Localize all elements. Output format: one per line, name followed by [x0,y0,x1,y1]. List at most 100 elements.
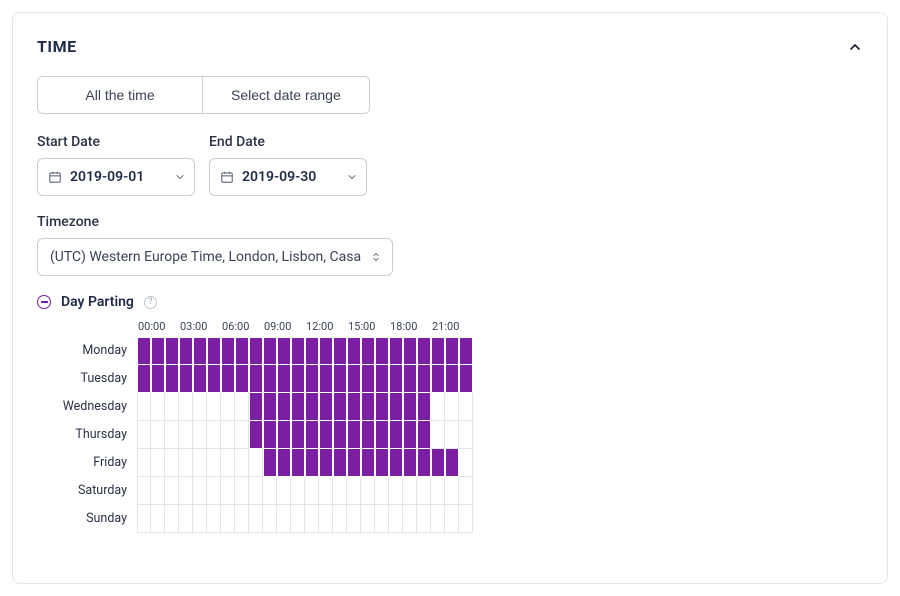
day-parting-cell[interactable] [347,421,361,449]
day-parting-cell[interactable] [319,449,333,477]
day-parting-cell[interactable] [347,365,361,393]
day-parting-cell[interactable] [291,337,305,365]
day-parting-cell[interactable] [193,365,207,393]
day-parting-cell[interactable] [375,449,389,477]
day-parting-cell[interactable] [137,365,151,393]
day-parting-cell[interactable] [431,421,445,449]
day-parting-cell[interactable] [193,337,207,365]
day-parting-cell[interactable] [235,505,249,533]
day-parting-cell[interactable] [375,337,389,365]
day-parting-cell[interactable] [375,477,389,505]
day-parting-cell[interactable] [403,449,417,477]
day-parting-cell[interactable] [319,505,333,533]
day-parting-cell[interactable] [291,421,305,449]
day-parting-cell[interactable] [221,365,235,393]
day-parting-cell[interactable] [417,337,431,365]
day-parting-cell[interactable] [151,477,165,505]
day-parting-cell[interactable] [221,337,235,365]
day-parting-cell[interactable] [235,393,249,421]
day-parting-cell[interactable] [179,393,193,421]
day-parting-cell[interactable] [389,421,403,449]
day-parting-cell[interactable] [375,421,389,449]
day-parting-cell[interactable] [333,393,347,421]
day-parting-cell[interactable] [305,449,319,477]
day-parting-cell[interactable] [263,449,277,477]
day-parting-cell[interactable] [389,393,403,421]
day-parting-cell[interactable] [403,337,417,365]
day-parting-cell[interactable] [305,421,319,449]
day-parting-cell[interactable] [431,365,445,393]
day-parting-cell[interactable] [235,365,249,393]
day-parting-cell[interactable] [459,505,473,533]
day-parting-cell[interactable] [389,505,403,533]
day-parting-cell[interactable] [417,393,431,421]
day-parting-cell[interactable] [165,393,179,421]
day-parting-cell[interactable] [165,421,179,449]
day-parting-cell[interactable] [179,449,193,477]
day-parting-cell[interactable] [319,365,333,393]
day-parting-cell[interactable] [151,421,165,449]
day-parting-cell[interactable] [305,505,319,533]
day-parting-cell[interactable] [305,365,319,393]
day-parting-cell[interactable] [151,505,165,533]
day-parting-cell[interactable] [361,365,375,393]
day-parting-cell[interactable] [445,505,459,533]
day-parting-cell[interactable] [263,365,277,393]
day-parting-cell[interactable] [179,365,193,393]
day-parting-cell[interactable] [165,365,179,393]
day-parting-cell[interactable] [291,505,305,533]
day-parting-cell[interactable] [277,365,291,393]
day-parting-cell[interactable] [277,393,291,421]
end-date-picker[interactable]: 2019-09-30 [209,158,367,196]
start-date-picker[interactable]: 2019-09-01 [37,158,195,196]
seg-select-date-range[interactable]: Select date range [202,77,369,113]
day-parting-cell[interactable] [277,505,291,533]
day-parting-cell[interactable] [431,337,445,365]
day-parting-cell[interactable] [375,393,389,421]
day-parting-cell[interactable] [375,365,389,393]
day-parting-cell[interactable] [403,393,417,421]
day-parting-cell[interactable] [277,421,291,449]
day-parting-cell[interactable] [207,449,221,477]
day-parting-cell[interactable] [459,449,473,477]
day-parting-cell[interactable] [291,365,305,393]
day-parting-cell[interactable] [137,477,151,505]
day-parting-cell[interactable] [221,393,235,421]
day-parting-cell[interactable] [193,393,207,421]
day-parting-cell[interactable] [165,449,179,477]
day-parting-cell[interactable] [445,393,459,421]
day-parting-cell[interactable] [249,337,263,365]
day-parting-cell[interactable] [417,449,431,477]
day-parting-cell[interactable] [305,337,319,365]
day-parting-cell[interactable] [333,505,347,533]
day-parting-cell[interactable] [263,505,277,533]
day-parting-cell[interactable] [347,449,361,477]
day-parting-cell[interactable] [305,393,319,421]
day-parting-cell[interactable] [221,449,235,477]
day-parting-cell[interactable] [389,365,403,393]
day-parting-cell[interactable] [165,337,179,365]
day-parting-cell[interactable] [207,421,221,449]
day-parting-cell[interactable] [277,337,291,365]
day-parting-cell[interactable] [221,421,235,449]
day-parting-cell[interactable] [417,505,431,533]
day-parting-cell[interactable] [361,477,375,505]
day-parting-cell[interactable] [333,421,347,449]
day-parting-cell[interactable] [221,477,235,505]
day-parting-cell[interactable] [165,477,179,505]
day-parting-cell[interactable] [277,477,291,505]
day-parting-cell[interactable] [249,477,263,505]
day-parting-cell[interactable] [151,365,165,393]
day-parting-cell[interactable] [459,393,473,421]
day-parting-cell[interactable] [151,337,165,365]
day-parting-cell[interactable] [165,505,179,533]
day-parting-cell[interactable] [361,337,375,365]
collapse-day-parting-icon[interactable] [37,295,51,309]
day-parting-cell[interactable] [249,365,263,393]
day-parting-cell[interactable] [417,365,431,393]
day-parting-cell[interactable] [459,477,473,505]
day-parting-cell[interactable] [207,365,221,393]
day-parting-cell[interactable] [403,365,417,393]
day-parting-cell[interactable] [459,365,473,393]
day-parting-cell[interactable] [263,393,277,421]
